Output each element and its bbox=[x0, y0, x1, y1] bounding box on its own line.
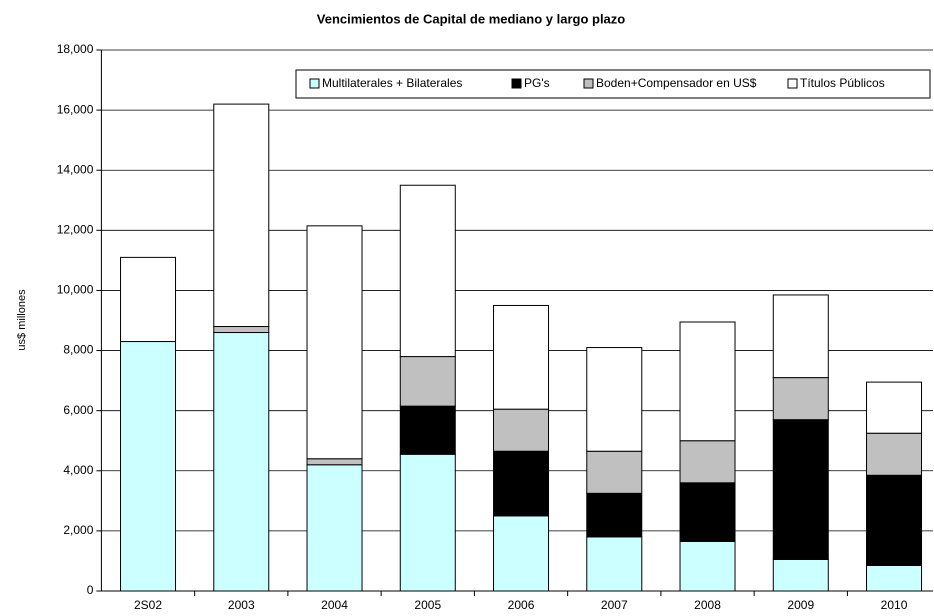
y-tick-label: 12,000 bbox=[57, 223, 94, 237]
y-tick-label: 4,000 bbox=[63, 463, 93, 477]
bar-segment bbox=[493, 304, 550, 410]
bar-segment bbox=[772, 377, 829, 421]
bar-segment bbox=[399, 453, 456, 592]
y-tick-label: 8,000 bbox=[63, 343, 93, 357]
x-tick-label: 2010 bbox=[881, 598, 908, 612]
bar-segment bbox=[493, 515, 550, 592]
bar-segment bbox=[586, 450, 643, 494]
bar-segment bbox=[586, 492, 643, 538]
bar-segment bbox=[493, 450, 550, 517]
x-tick-label: 2003 bbox=[228, 598, 255, 612]
bar-segment bbox=[586, 347, 643, 452]
bar-segment bbox=[399, 184, 456, 358]
bar-segment bbox=[866, 381, 923, 434]
y-axis-label: us$ millones bbox=[16, 289, 28, 351]
bar-segment bbox=[306, 225, 363, 460]
legend-swatch bbox=[787, 78, 798, 89]
y-tick-label: 14,000 bbox=[57, 162, 94, 176]
bar-segment bbox=[866, 432, 923, 476]
y-tick-label: 18,000 bbox=[57, 42, 94, 56]
bar-segment bbox=[586, 536, 643, 592]
bar-segment bbox=[679, 540, 736, 592]
bar-segment bbox=[679, 440, 736, 484]
bar-segment bbox=[772, 294, 829, 379]
legend-label: PG's bbox=[524, 76, 550, 90]
bar-segment bbox=[866, 474, 923, 566]
bar-segment bbox=[306, 458, 363, 466]
legend-label: Multilaterales + Bilaterales bbox=[322, 76, 462, 90]
x-tick-label: 2009 bbox=[787, 598, 814, 612]
bar-segment bbox=[213, 326, 270, 334]
x-tick-label: 2004 bbox=[321, 598, 348, 612]
legend-label: Boden+Compensador en US$ bbox=[596, 76, 757, 90]
bar-segment bbox=[213, 332, 270, 592]
x-tick-label: 2008 bbox=[694, 598, 721, 612]
bar-segment bbox=[679, 482, 736, 542]
y-tick-label: 2,000 bbox=[63, 523, 93, 537]
bar-segment bbox=[866, 564, 923, 592]
x-tick-label: 2007 bbox=[601, 598, 628, 612]
bar-segment bbox=[679, 321, 736, 442]
bar-segment bbox=[772, 419, 829, 560]
y-tick-label: 10,000 bbox=[57, 283, 94, 297]
bar-segment bbox=[772, 558, 829, 592]
bar-segment bbox=[306, 464, 363, 592]
y-tick-label: 0 bbox=[87, 583, 94, 597]
bar-segment bbox=[120, 341, 177, 592]
y-tick-label: 6,000 bbox=[63, 403, 93, 417]
bar-segment bbox=[213, 103, 270, 328]
x-tick-label: 2S02 bbox=[134, 598, 162, 612]
x-tick-label: 2005 bbox=[414, 598, 441, 612]
chart-title: Vencimientos de Capital de mediano y lar… bbox=[317, 11, 626, 26]
legend-label: Títulos Públicos bbox=[800, 76, 885, 90]
bar-segment bbox=[399, 405, 456, 455]
y-tick-label: 16,000 bbox=[57, 102, 94, 116]
legend-box bbox=[295, 69, 931, 99]
bar-segment bbox=[399, 356, 456, 407]
legend-swatch bbox=[511, 78, 522, 89]
legend-swatch bbox=[583, 78, 594, 89]
bar-segment bbox=[120, 256, 177, 343]
bar-segment bbox=[493, 408, 550, 452]
legend-swatch bbox=[309, 78, 320, 89]
x-tick-label: 2006 bbox=[508, 598, 535, 612]
